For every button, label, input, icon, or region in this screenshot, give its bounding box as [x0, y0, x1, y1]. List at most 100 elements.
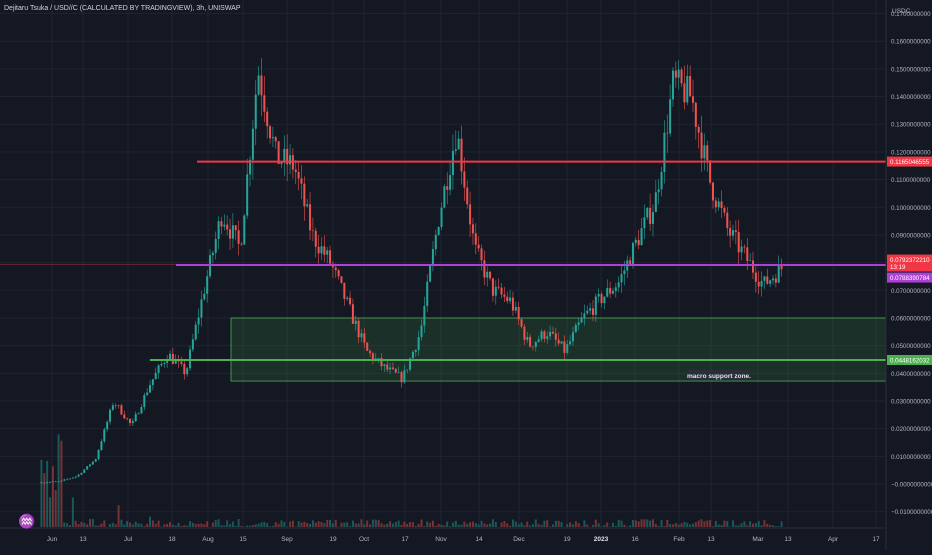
volume-bar [326, 520, 328, 527]
support-price-label: 0.0448162032 [890, 357, 930, 364]
volume-bar [663, 526, 665, 527]
candle-body [612, 291, 614, 294]
candle-body [86, 466, 88, 469]
x-tick-label: 13 [707, 536, 715, 543]
volume-bar [603, 525, 605, 527]
candle-body [206, 276, 208, 294]
volume-bar [400, 525, 402, 527]
volume-bar [535, 519, 537, 527]
volume-bar [266, 523, 268, 527]
candle-body [532, 347, 534, 348]
candle-body [489, 272, 491, 279]
candle-body [503, 295, 505, 297]
volume-bar [569, 522, 571, 527]
candle-body [312, 230, 314, 231]
volume-bar [615, 526, 617, 527]
candle-body [275, 137, 277, 141]
volume-bar [652, 519, 654, 527]
candle-body [441, 208, 443, 227]
volume-bar [749, 521, 751, 527]
y-tick-label: 0.0500000000 [891, 343, 931, 350]
candle-body [541, 331, 543, 339]
volume-bar [761, 525, 763, 527]
candle-body [746, 247, 748, 261]
volume-bar [418, 524, 420, 527]
candle-body [438, 227, 440, 235]
volume-bar [626, 526, 628, 527]
candle-body [449, 175, 451, 190]
candle-body [269, 126, 271, 138]
candle-body [215, 239, 217, 253]
candle-body [512, 298, 514, 311]
volume-bar [215, 520, 217, 527]
volume-bar [100, 523, 102, 527]
x-tick-label: Apr [828, 536, 839, 543]
candle-body [200, 299, 202, 317]
volume-bar [495, 522, 497, 527]
volume-bar [380, 523, 382, 527]
candle-body [426, 282, 428, 306]
y-tick-label: 0.0400000000 [891, 371, 931, 378]
volume-bar [260, 522, 262, 527]
volume-bar [306, 523, 308, 527]
volume-bar [300, 523, 302, 527]
candle-body [403, 370, 405, 382]
volume-bar [152, 520, 154, 527]
candle-body [66, 479, 68, 480]
candle-body [766, 276, 768, 283]
candle-body [235, 225, 237, 230]
y-tick-label: 0.1600000000 [891, 39, 931, 46]
volume-bar [721, 525, 723, 527]
candle-body [352, 304, 354, 324]
candle-body [378, 358, 380, 359]
x-tick-label: 15 [239, 536, 247, 543]
volume-bar [532, 524, 534, 527]
volume-bar [458, 525, 460, 527]
candle-body [326, 250, 328, 254]
x-tick-label: 13 [784, 536, 792, 543]
candle-body [283, 149, 285, 163]
candle-body [686, 76, 688, 102]
volume-bar [566, 524, 568, 527]
candle-body [263, 95, 265, 111]
volume-bar [398, 521, 400, 527]
candle-body [415, 350, 417, 352]
candle-body [323, 246, 325, 254]
volume-bar [529, 526, 531, 527]
countdown-label: 13:19 [890, 264, 906, 271]
volume-bar [252, 525, 254, 527]
candle-body [72, 478, 74, 479]
volume-bar [423, 526, 425, 527]
volume-bar [723, 521, 725, 527]
volume-bar [769, 525, 771, 527]
volume-bar [469, 522, 471, 527]
volume-bar [766, 524, 768, 527]
volume-bar [249, 526, 251, 527]
candle-body [752, 260, 754, 272]
volume-bar [643, 519, 645, 527]
volume-bar [280, 520, 282, 527]
x-tick-label: Dec [513, 536, 525, 543]
candle-body [329, 250, 331, 263]
candle-body [718, 201, 720, 207]
y-tick-label: −0.0100000000 [891, 509, 932, 516]
candle-body [701, 133, 703, 159]
candle-body [509, 298, 511, 302]
candle-body [666, 133, 668, 134]
volume-bar [672, 524, 674, 527]
candle-body [558, 340, 560, 344]
candle-body [289, 155, 291, 164]
volume-bar [183, 525, 185, 527]
volume-bar [435, 526, 437, 527]
volume-bar [686, 523, 688, 527]
y-tick-label: 0.0200000000 [891, 426, 931, 433]
tradingview-logo-icon[interactable]: ♒ [18, 513, 35, 530]
x-tick-label: 17 [872, 536, 880, 543]
volume-bar [92, 519, 94, 527]
candle-body [683, 83, 685, 102]
y-tick-label: 0.1500000000 [891, 66, 931, 73]
candle-body [663, 133, 665, 172]
candle-body [455, 149, 457, 151]
volume-bar [452, 523, 454, 527]
